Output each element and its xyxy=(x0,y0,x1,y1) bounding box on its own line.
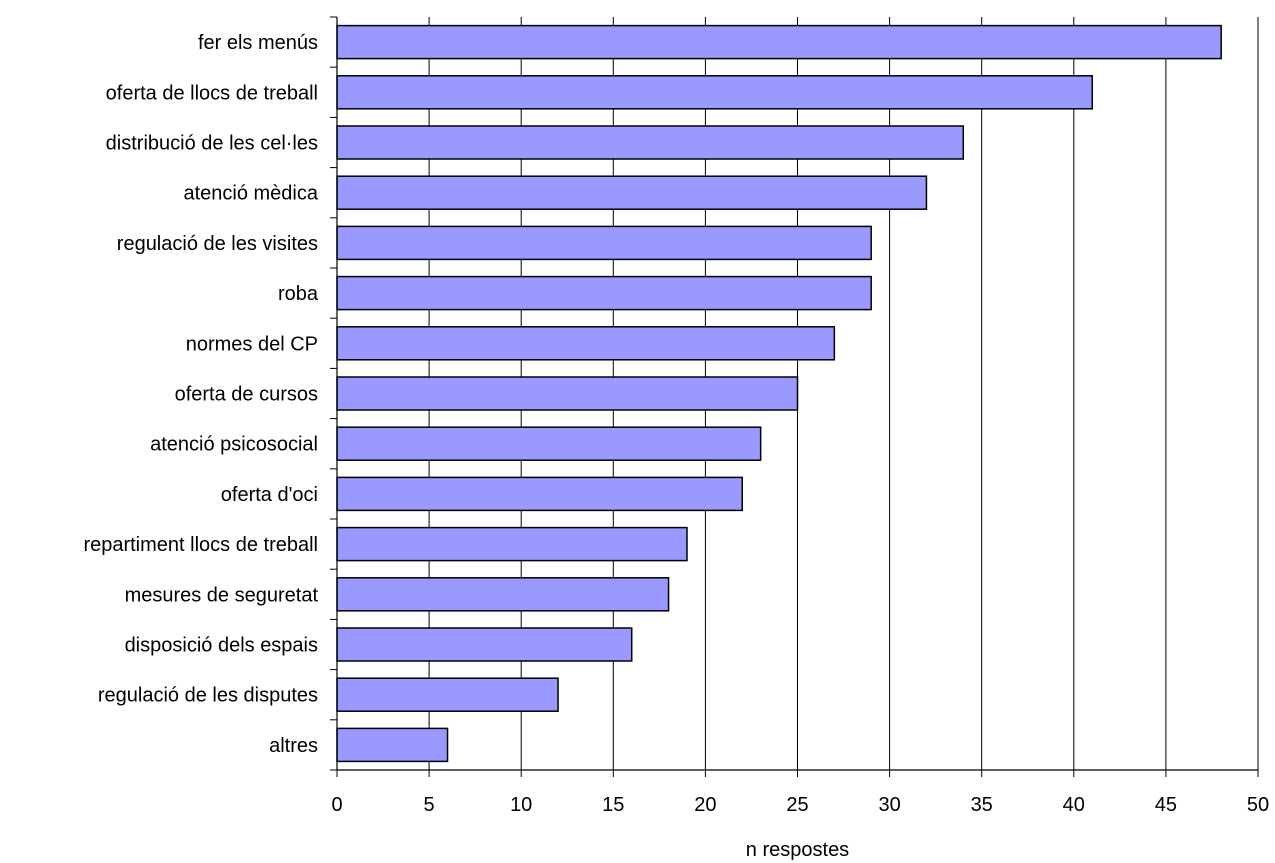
bar-9 xyxy=(336,476,743,512)
bar-13 xyxy=(336,677,559,712)
bar-7 xyxy=(336,376,799,411)
bars xyxy=(336,24,1222,763)
bar-2 xyxy=(336,125,965,160)
x-tick-label-7: 35 xyxy=(971,794,993,816)
x-tick-label-9: 45 xyxy=(1155,794,1177,816)
category-label-8: atenció psicosocial xyxy=(150,434,318,456)
category-label-4: regulació de les visites xyxy=(117,233,318,255)
category-label-7: oferta de cursos xyxy=(175,384,318,406)
bar-5 xyxy=(336,275,872,311)
category-label-11: mesures de seguretat xyxy=(125,584,319,606)
x-tick-labels: 0 5 10 15 20 25 30 35 40 45 50 xyxy=(331,794,1269,816)
axes xyxy=(330,16,1259,777)
category-label-14: altres xyxy=(269,735,318,757)
x-tick-label-10: 50 xyxy=(1247,794,1269,816)
x-tick-label-1: 5 xyxy=(424,794,435,816)
x-tick-label-0: 0 xyxy=(331,794,342,816)
bar-8 xyxy=(336,426,762,461)
bar-0 xyxy=(336,24,1222,60)
x-tick-label-4: 20 xyxy=(694,794,716,816)
x-tick-label-5: 25 xyxy=(786,794,808,816)
x-axis-title: n respostes xyxy=(746,839,849,861)
bar-3 xyxy=(336,175,928,210)
x-tick-label-2: 10 xyxy=(510,794,532,816)
category-label-2: distribució de les cel·les xyxy=(106,133,318,155)
bar-14 xyxy=(336,727,449,763)
bar-1 xyxy=(336,75,1093,110)
category-label-1: oferta de llocs de treball xyxy=(106,82,318,104)
category-labels: fer els menús oferta de llocs de treball d… xyxy=(83,32,318,757)
category-label-10: repartiment llocs de treball xyxy=(83,534,318,556)
bar-4 xyxy=(336,225,872,261)
bar-12 xyxy=(336,627,633,662)
category-label-0: fer els menús xyxy=(198,32,318,54)
category-label-12: disposició dels espais xyxy=(125,635,318,657)
bar-6 xyxy=(336,326,836,361)
category-label-6: normes del CP xyxy=(186,333,318,355)
bar-10 xyxy=(336,526,688,562)
x-tick-label-8: 40 xyxy=(1063,794,1085,816)
category-label-3: atenció mèdica xyxy=(183,183,318,205)
category-label-5: roba xyxy=(278,283,319,305)
x-tick-label-6: 30 xyxy=(878,794,900,816)
x-tick-label-3: 15 xyxy=(602,794,624,816)
bar-11 xyxy=(336,577,670,612)
category-label-13: regulació de les disputes xyxy=(98,685,318,707)
category-label-9: oferta d'oci xyxy=(221,484,318,506)
